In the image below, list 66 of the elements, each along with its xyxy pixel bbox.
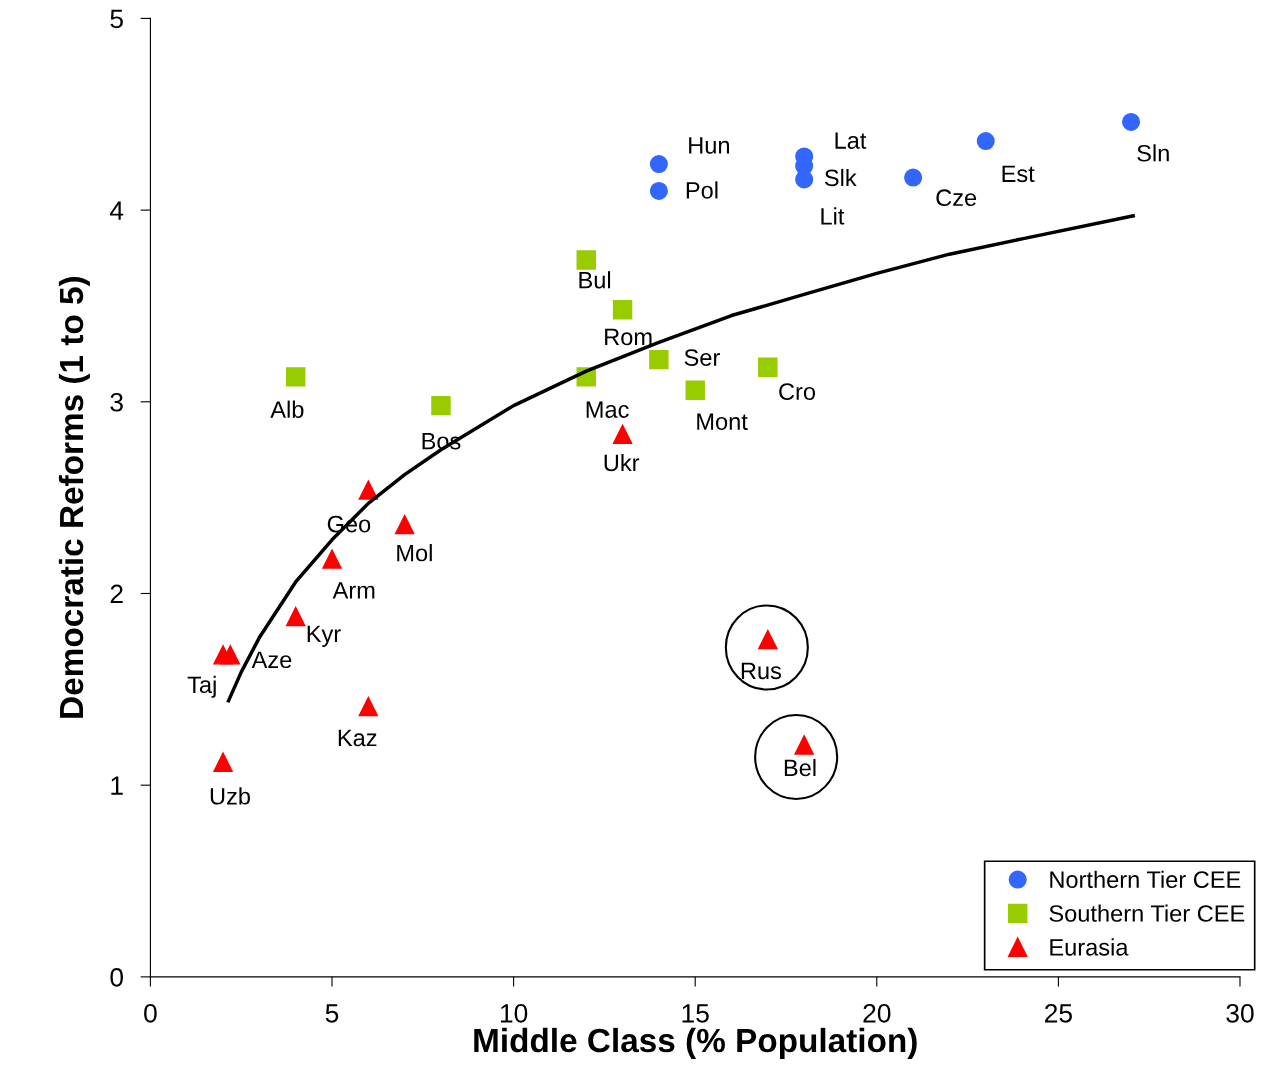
y-tick-label: 2 (110, 584, 123, 604)
point (758, 629, 778, 650)
y-tick-label: 4 (109, 201, 124, 220)
legend-label: Eurasia (1050, 938, 1129, 956)
annotation: Mont (697, 413, 748, 430)
annotation: Sln (1137, 144, 1169, 162)
point (758, 357, 778, 378)
point (213, 645, 233, 665)
x-tick-label: 30 (1226, 1003, 1254, 1023)
annotation: Mol (397, 544, 432, 562)
annotation: Aze (251, 651, 292, 669)
point (358, 696, 379, 717)
point (358, 480, 379, 500)
point (685, 380, 705, 401)
annotation: Cro (779, 383, 816, 401)
point (285, 367, 306, 387)
y-tick-label: 3 (110, 392, 123, 412)
annotation: Rus (741, 662, 782, 680)
point (1121, 112, 1141, 131)
annotation: Ser (684, 349, 720, 366)
point (612, 424, 633, 445)
legend-label: Northern Tier CEE (1050, 870, 1241, 889)
point (649, 155, 668, 174)
annotation: Kyr (307, 625, 341, 647)
point (213, 752, 233, 772)
point (795, 170, 814, 189)
annotation: Bel (784, 758, 816, 777)
x-tick-label: 15 (682, 1004, 709, 1023)
point (322, 549, 342, 569)
y-tick-label: 5 (110, 9, 123, 29)
annotation: Rom (605, 328, 652, 346)
x-tick-label: 25 (1045, 1003, 1072, 1023)
y-axis-title: Democratic Reforms (1 to 5) (58, 277, 90, 718)
point (576, 250, 596, 270)
point (285, 606, 306, 627)
x-tick-label: 0 (144, 1003, 157, 1023)
point (904, 168, 923, 187)
point (649, 181, 668, 200)
point (976, 132, 995, 151)
legend-label: Southern Tier CEE (1049, 904, 1245, 922)
y-tick-label: 1 (111, 776, 123, 795)
annotation: Arm (332, 582, 375, 599)
point (649, 349, 669, 370)
x-axis-title: Middle Class (% Population) (474, 1027, 917, 1059)
x-tick-label: 5 (325, 1004, 339, 1023)
annotation: Lat (835, 132, 867, 149)
annotation: Hun (689, 137, 730, 154)
annotation: Taj (187, 675, 216, 698)
point (794, 735, 814, 755)
annotation: Mac (586, 401, 629, 418)
y-tick-label: 0 (110, 968, 123, 987)
annotation: Est (1002, 165, 1035, 183)
annotation: Lit (821, 207, 845, 225)
point (612, 300, 633, 320)
annotation: Slk (824, 168, 857, 187)
point (394, 514, 415, 535)
annotation: Kaz (338, 729, 377, 747)
x-tick-label: 10 (500, 1003, 528, 1023)
annotation: Alb (270, 400, 304, 418)
annotation: Uzb (210, 787, 250, 805)
annotation: Pol (686, 181, 718, 199)
annotation: Bul (579, 271, 611, 289)
annotation: Cze (936, 189, 977, 207)
annotation: Ukr (604, 453, 640, 472)
point (431, 395, 451, 416)
x-tick-label: 20 (863, 1003, 891, 1023)
